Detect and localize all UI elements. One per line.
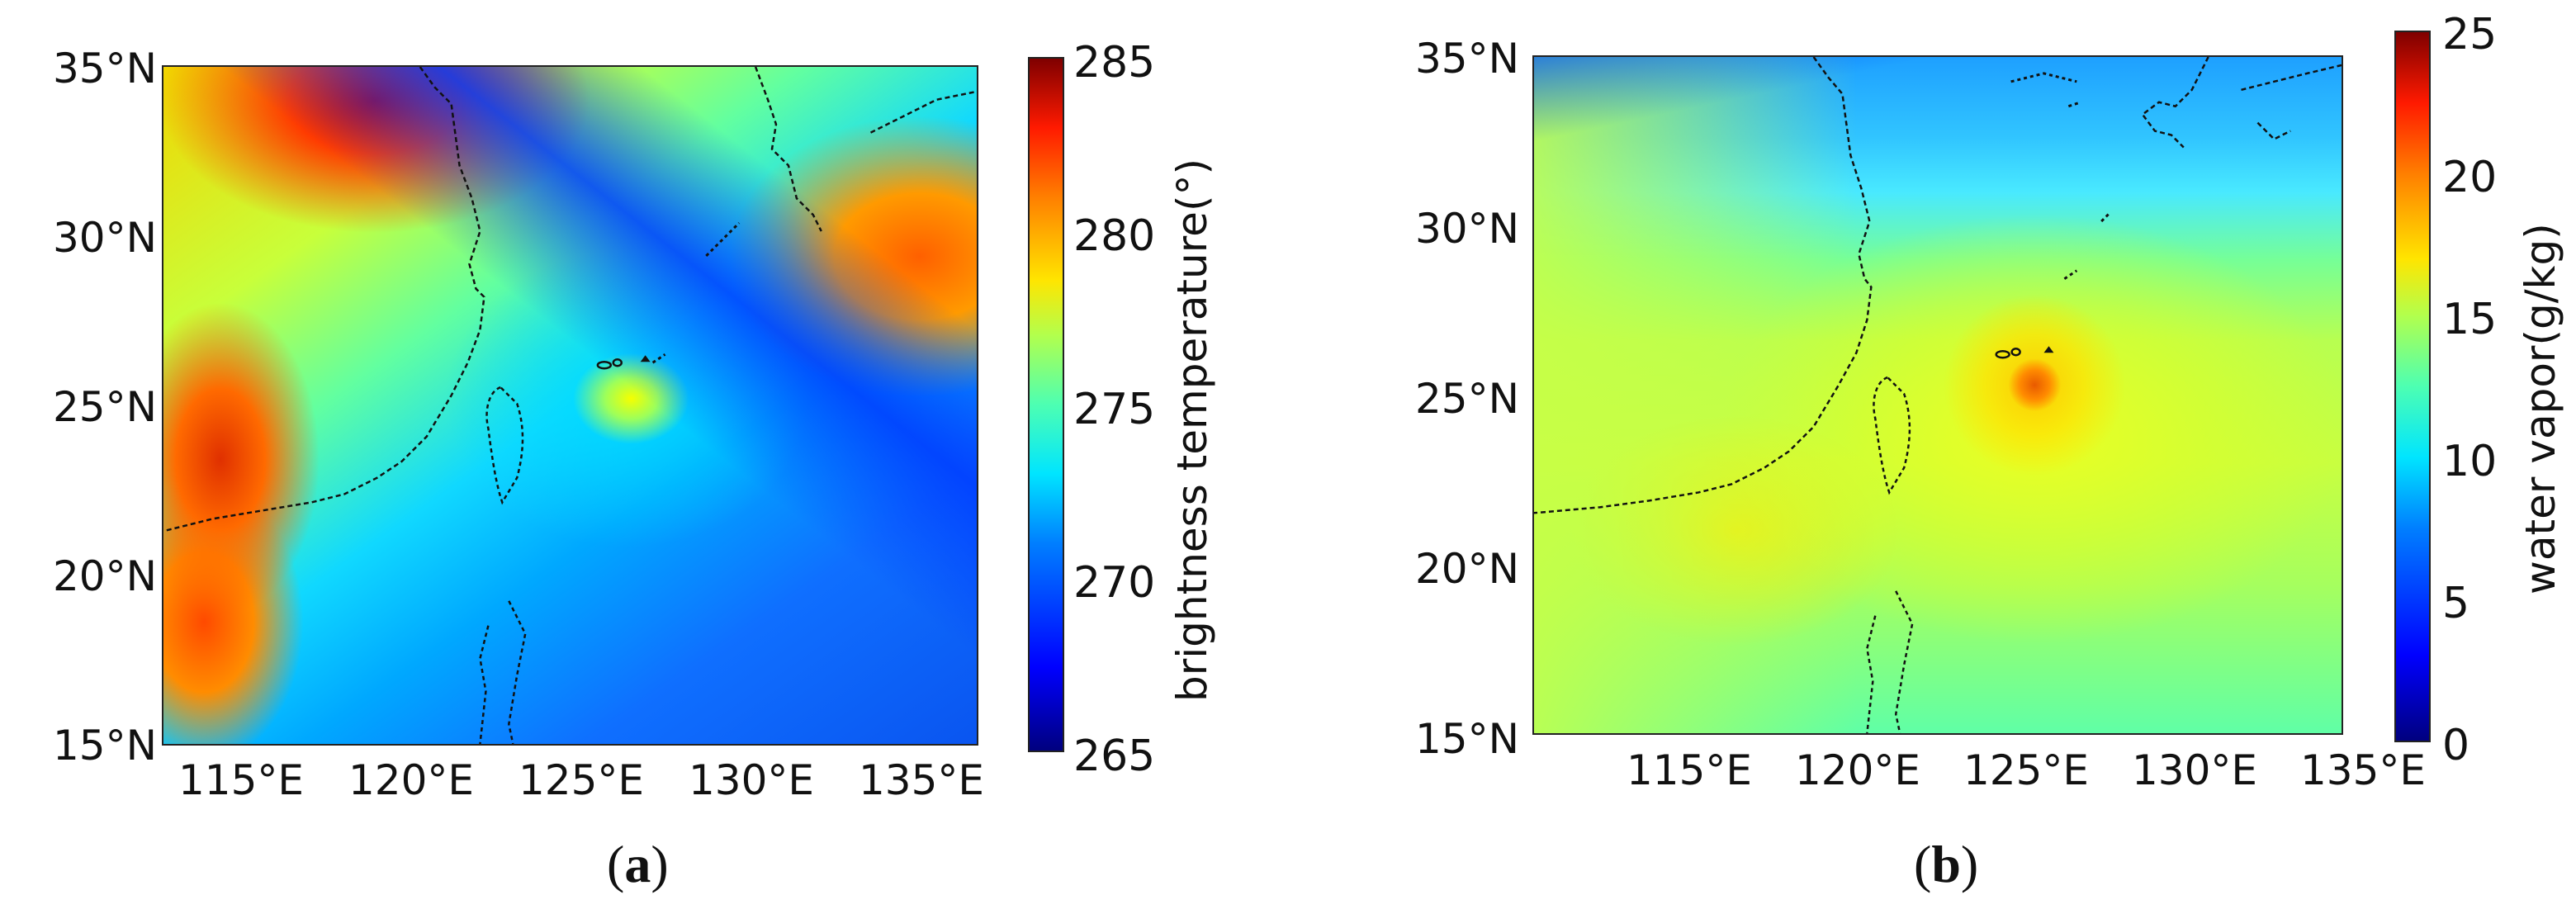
cbar-tick-15: 15 <box>2442 295 2498 344</box>
coastline-overlay-b <box>1534 57 2342 733</box>
x-tick-120e: 120°E <box>348 756 475 804</box>
y-tick-25n: 25°N <box>52 383 157 431</box>
colorbar-water-vapor <box>2394 31 2431 742</box>
cbar-tick-285: 285 <box>1073 38 1156 88</box>
x-tick-135e-b: 135°E <box>2299 746 2427 794</box>
x-tick-125e-b: 125°E <box>1963 746 2090 794</box>
cbar-tick-20: 20 <box>2442 153 2498 202</box>
cbar-tick-270: 270 <box>1073 558 1156 608</box>
caption-letter-a: a <box>624 835 651 893</box>
panel-a: 35°N 30°N 25°N 20°N 15°N 115°E 120°E 125… <box>52 38 1216 893</box>
cbar-tick-275: 275 <box>1073 385 1156 434</box>
water-vapor-map <box>1532 55 2343 735</box>
x-tick-135e: 135°E <box>858 756 985 804</box>
y-tick-30n: 30°N <box>52 214 157 262</box>
caption-a: (a) <box>607 835 669 893</box>
x-tick-130e: 130°E <box>688 756 815 804</box>
x-tick-115e-b: 115°E <box>1626 746 1753 794</box>
x-tick-125e: 125°E <box>518 756 645 804</box>
y-tick-30n-b: 30°N <box>1414 205 1519 253</box>
cbar-tick-280: 280 <box>1073 211 1156 261</box>
colorbar-brightness-temperature <box>1028 57 1064 752</box>
y-tick-35n: 35°N <box>52 45 157 92</box>
x-tick-120e-b: 120°E <box>1794 746 1921 794</box>
caption-b: (b) <box>1914 835 1979 893</box>
y-tick-25n-b: 25°N <box>1414 375 1519 423</box>
y-tick-20n: 20°N <box>52 552 157 600</box>
brightness-temperature-map <box>162 65 978 746</box>
y-tick-35n-b: 35°N <box>1414 35 1519 83</box>
colorbar-label-b: water vapor(g/kg) <box>2517 223 2564 594</box>
y-tick-15n: 15°N <box>52 722 157 770</box>
cbar-tick-0: 0 <box>2442 721 2470 770</box>
cbar-tick-25: 25 <box>2442 10 2498 59</box>
cbar-tick-5: 5 <box>2442 579 2470 628</box>
x-tick-115e: 115°E <box>178 756 305 804</box>
x-tick-130e-b: 130°E <box>2131 746 2258 794</box>
cbar-tick-265: 265 <box>1073 732 1156 781</box>
coastline-overlay <box>163 67 977 744</box>
y-tick-15n-b: 15°N <box>1414 715 1519 763</box>
caption-letter-b: b <box>1931 835 1961 893</box>
cbar-tick-10: 10 <box>2442 437 2498 486</box>
y-tick-20n-b: 20°N <box>1414 545 1519 593</box>
